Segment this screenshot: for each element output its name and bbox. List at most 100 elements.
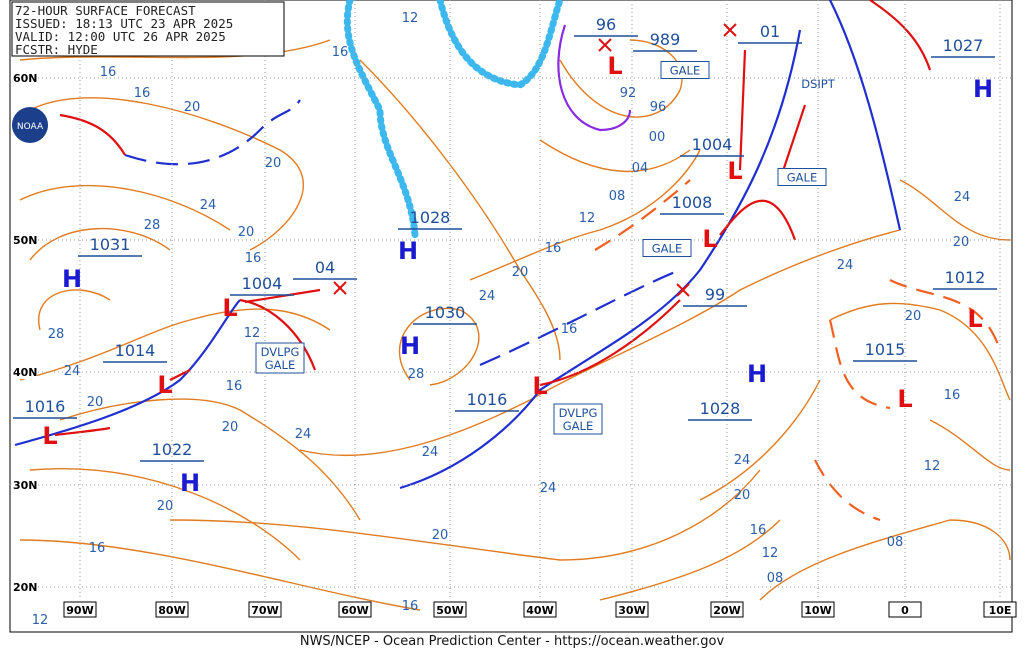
low-symbol: L — [702, 225, 717, 253]
isobar-label: 16 — [89, 541, 106, 556]
warning-text: GALE — [563, 419, 593, 433]
isobar-label: 16 — [561, 322, 578, 337]
high-symbol: H — [398, 237, 418, 265]
isobar-label: 24 — [837, 258, 854, 273]
lon-label: 10W — [804, 604, 831, 617]
high-symbol: H — [62, 265, 82, 293]
lon-label: 70W — [251, 604, 278, 617]
lon-label: 90W — [66, 604, 93, 617]
center-pressure: 1028 — [410, 208, 451, 227]
center-pressure: 96 — [596, 15, 616, 34]
center-pressure: 04 — [315, 258, 335, 277]
isobar-label: 20 — [905, 309, 922, 324]
lat-label: 20N — [13, 581, 38, 594]
isobar-label: 28 — [144, 218, 161, 233]
warning-text: GALE — [787, 171, 817, 185]
low-symbol: L — [42, 422, 57, 450]
lon-label-bg — [63, 601, 97, 618]
warning-text: GALE — [265, 358, 295, 372]
isobar-label: 24 — [734, 453, 751, 468]
isobar-label: 00 — [649, 130, 666, 145]
isobar-label: 08 — [609, 189, 626, 204]
center-pressure: 1012 — [945, 268, 986, 287]
warning-text: DVLPG — [261, 345, 300, 359]
center-pressure: 1004 — [242, 274, 283, 293]
isobar-label: 20 — [512, 265, 529, 280]
warning-box — [255, 342, 305, 374]
warning-text: GALE — [670, 64, 700, 78]
center-pressure: 1016 — [467, 390, 508, 409]
lat-label-bg — [11, 580, 37, 594]
lon-label: 50W — [436, 604, 463, 617]
high-symbol: H — [747, 360, 767, 388]
isobar-label: 20 — [265, 156, 282, 171]
center-pressure: 1008 — [672, 193, 713, 212]
lat-label-bg — [11, 478, 37, 492]
isobar-label: 16 — [134, 86, 151, 101]
center-pressure: 1004 — [692, 135, 733, 154]
center-pressure: 1028 — [700, 399, 741, 418]
isobar-label: 08 — [887, 535, 904, 550]
isobar-label: 16 — [100, 65, 117, 80]
lat-label: 50N — [13, 234, 38, 247]
isobar-label: 20 — [157, 499, 174, 514]
isobar-label: 20 — [87, 395, 104, 410]
isobars — [19, 39, 1011, 611]
lat-label: 30N — [13, 479, 38, 492]
center-pressure: 1015 — [865, 340, 906, 359]
lon-label-bg — [338, 601, 372, 618]
center-pressure: 1030 — [425, 303, 466, 322]
isobar-label: 96 — [650, 100, 667, 115]
isobar-label: 16 — [944, 388, 961, 403]
lon-label-bg — [248, 601, 282, 618]
isobar-label: 04 — [632, 161, 649, 176]
isobar-label: 12 — [244, 326, 261, 341]
lat-label: 60N — [13, 72, 38, 85]
isobar-label: 20 — [432, 528, 449, 543]
low-x-mark — [333, 281, 347, 295]
high-symbol: H — [973, 75, 993, 103]
isobar-label: 16 — [226, 379, 243, 394]
isobar-label: 16 — [545, 241, 562, 256]
low-symbol: L — [157, 371, 172, 399]
lon-label: 60W — [341, 604, 368, 617]
lon-label: 10E — [989, 604, 1012, 617]
annotation: DSIPT — [801, 77, 835, 91]
isobar-label: 24 — [479, 289, 496, 304]
isobar-label: 12 — [924, 459, 941, 474]
fronts — [14, 0, 1002, 522]
lon-label: 0 — [901, 604, 909, 617]
warning-box — [642, 239, 692, 257]
isobar-label: 20 — [222, 420, 239, 435]
isobar-label: 16 — [332, 45, 349, 60]
center-pressure: 989 — [650, 30, 681, 49]
issued: ISSUED: 18:13 UTC 23 APR 2025 — [15, 16, 233, 31]
isobar-label: 28 — [48, 327, 65, 342]
isobar-label: 24 — [422, 445, 439, 460]
lon-label-bg — [433, 601, 467, 618]
center-pressure: 1022 — [152, 440, 193, 459]
isobar-label: 12 — [32, 613, 49, 628]
isobar-label: 24 — [954, 190, 971, 205]
low-x-mark — [598, 38, 612, 52]
center-pressure: 1031 — [90, 235, 131, 254]
center-pressure: 99 — [705, 285, 725, 304]
lon-label: 30W — [618, 604, 645, 617]
low-symbol: L — [967, 305, 982, 333]
isobar-label: 20 — [184, 100, 201, 115]
lon-label-bg — [155, 601, 189, 618]
lat-label: 40N — [13, 366, 38, 379]
warning-box — [553, 403, 603, 435]
lon-label: 20W — [713, 604, 740, 617]
valid: VALID: 12:00 UTC 26 APR 2025 — [15, 29, 226, 44]
lat-label-bg — [11, 365, 37, 379]
low-symbol: L — [897, 385, 912, 413]
header-box — [11, 1, 285, 57]
warning-text: GALE — [652, 242, 682, 256]
low-x-mark — [676, 283, 690, 297]
low-symbol: L — [607, 52, 622, 80]
logo-circle — [12, 107, 48, 143]
isobar-label: 20 — [734, 488, 751, 503]
lat-label-bg — [11, 71, 37, 85]
lon-label: 80W — [158, 604, 185, 617]
